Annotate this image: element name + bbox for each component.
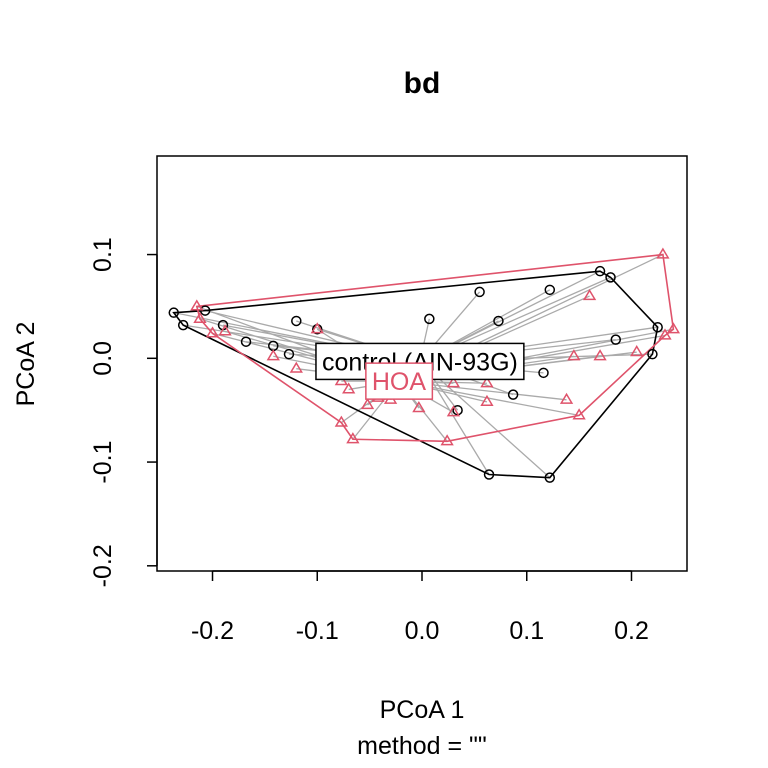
point-triangle — [567, 349, 581, 361]
point-triangle — [480, 376, 494, 388]
y-tick-label: -0.2 — [89, 544, 117, 587]
point-triangle — [582, 288, 597, 301]
y-axis-label: PCoA 2 — [12, 322, 40, 407]
point-triangle — [412, 401, 426, 413]
group-label-box — [365, 362, 434, 400]
point-triangle — [440, 434, 454, 446]
point-circle — [544, 284, 556, 296]
point-circle — [199, 305, 211, 316]
point-triangle — [593, 349, 607, 361]
point-triangle — [446, 405, 461, 417]
point-circle — [493, 315, 504, 327]
point-circle — [610, 334, 622, 345]
point-triangle — [218, 324, 232, 336]
point-circle — [483, 469, 495, 480]
point-triangle — [310, 322, 324, 334]
y-tick-label: 0.0 — [89, 341, 117, 376]
x-tick-label: 0.0 — [405, 617, 440, 645]
y-tick-label: 0.1 — [89, 237, 117, 272]
point-triangle — [266, 349, 280, 361]
point-circle — [474, 286, 485, 298]
point-circle — [291, 315, 302, 327]
point-circle — [544, 472, 556, 483]
point-circle — [652, 321, 663, 333]
x-axis: -0.2 -0.1 0.0 0.1 0.2 — [191, 570, 649, 645]
hull-hoa — [195, 253, 675, 443]
x-tick-label: -0.1 — [296, 617, 339, 645]
group-labels: control (AIN-93G)HOA — [315, 342, 525, 400]
point-triangle — [190, 299, 204, 311]
spider-line — [419, 360, 551, 479]
point-circle — [168, 307, 180, 318]
x-axis-sublabel: method = "" — [357, 732, 487, 760]
point-triangle — [193, 311, 207, 323]
x-tick-label: -0.2 — [191, 617, 234, 645]
point-triangle — [289, 361, 303, 373]
x-tick-label: 0.1 — [509, 617, 544, 645]
hull-polygons — [172, 253, 675, 479]
point-triangle — [572, 408, 586, 420]
y-tick-label: -0.1 — [89, 441, 117, 484]
point-circle — [647, 348, 658, 360]
point-circle — [283, 348, 295, 360]
point-circle — [594, 265, 606, 277]
data-points — [168, 247, 681, 483]
point-circle — [177, 319, 189, 331]
point-triangle — [346, 432, 360, 444]
group-label-text: HOA — [372, 368, 427, 396]
x-axis-label: PCoA 1 — [380, 696, 465, 724]
point-circle — [507, 389, 519, 400]
x-tick-label: 0.2 — [614, 617, 649, 645]
hull-control — [172, 270, 659, 479]
point-triangle — [205, 326, 220, 338]
chart-title: bd — [404, 67, 441, 100]
point-triangle — [656, 247, 670, 259]
point-triangle — [446, 376, 461, 388]
group-label-hoa: HOA — [365, 362, 434, 400]
point-triangle — [559, 392, 574, 404]
point-triangle — [480, 394, 494, 406]
point-triangle — [360, 397, 375, 410]
y-axis: -0.2 -0.1 0.0 0.1 — [89, 237, 158, 587]
point-triangle — [666, 322, 681, 334]
point-triangle — [334, 415, 348, 427]
point-circle — [424, 313, 435, 325]
point-triangle — [630, 345, 644, 357]
point-triangle — [342, 382, 356, 394]
point-circle — [605, 272, 616, 283]
point-circle — [538, 367, 549, 379]
point-triangle — [658, 328, 672, 340]
point-circle — [240, 336, 252, 347]
